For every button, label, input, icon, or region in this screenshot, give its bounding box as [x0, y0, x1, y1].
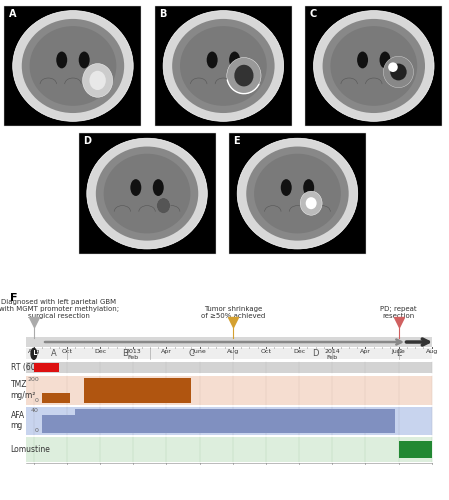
Bar: [155, 6, 292, 126]
Text: Diagnosed with left parietal GBM
with MGMT promoter methylation;
surgical resect: Diagnosed with left parietal GBM with MG…: [0, 299, 119, 319]
Text: Lomustine: Lomustine: [11, 445, 51, 454]
Text: Aug: Aug: [28, 349, 40, 354]
Bar: [84, 384, 100, 403]
Bar: [84, 378, 191, 403]
Ellipse shape: [281, 179, 292, 196]
Text: Apr: Apr: [360, 349, 371, 354]
Ellipse shape: [30, 26, 116, 106]
Bar: [4, 6, 141, 126]
Ellipse shape: [13, 10, 133, 122]
Bar: [26, 406, 432, 434]
Text: 0: 0: [35, 428, 39, 433]
Text: E: E: [233, 136, 240, 146]
Ellipse shape: [330, 26, 417, 106]
Text: PD; repeat
resection: PD; repeat resection: [380, 306, 417, 319]
Ellipse shape: [96, 146, 198, 240]
Ellipse shape: [83, 64, 113, 98]
Ellipse shape: [390, 64, 407, 80]
Text: Dec: Dec: [293, 349, 305, 354]
Text: June: June: [392, 349, 405, 354]
Text: Oct: Oct: [260, 349, 272, 354]
Bar: [229, 134, 366, 254]
Ellipse shape: [383, 56, 414, 88]
Ellipse shape: [157, 198, 170, 214]
Text: F: F: [10, 293, 18, 303]
Text: B: B: [122, 350, 128, 358]
Text: Aug: Aug: [227, 349, 239, 354]
Ellipse shape: [357, 52, 368, 68]
Bar: [34, 364, 59, 372]
Text: AFA
mg: AFA mg: [11, 411, 25, 430]
Text: Oct: Oct: [62, 349, 72, 354]
Text: TMZ
mg/m²: TMZ mg/m²: [11, 380, 36, 400]
Bar: [26, 338, 432, 346]
Text: B: B: [159, 8, 167, 18]
Text: 40: 40: [31, 408, 39, 413]
Bar: [399, 440, 432, 458]
Ellipse shape: [303, 179, 314, 196]
Bar: [75, 408, 395, 433]
Text: 2014
Feb: 2014 Feb: [324, 349, 340, 360]
Ellipse shape: [56, 52, 67, 68]
Ellipse shape: [322, 19, 425, 113]
Text: D: D: [313, 350, 319, 358]
Text: 200: 200: [27, 377, 39, 382]
Text: C: C: [189, 350, 194, 358]
Text: 2013
Feb: 2013 Feb: [125, 349, 141, 360]
Ellipse shape: [163, 10, 284, 122]
Ellipse shape: [300, 191, 322, 215]
Text: A: A: [51, 350, 57, 358]
Ellipse shape: [87, 138, 207, 249]
Ellipse shape: [229, 52, 240, 68]
Ellipse shape: [246, 146, 349, 240]
Ellipse shape: [89, 71, 106, 90]
Ellipse shape: [172, 19, 275, 113]
Text: C: C: [310, 8, 317, 18]
Bar: [26, 362, 432, 374]
Text: D: D: [83, 136, 91, 146]
Ellipse shape: [104, 154, 190, 234]
Text: 0: 0: [35, 398, 39, 403]
Ellipse shape: [22, 19, 124, 113]
Bar: [305, 6, 442, 126]
Circle shape: [31, 348, 37, 360]
Ellipse shape: [306, 197, 317, 209]
Text: E: E: [396, 350, 401, 358]
Text: RT (60 Gy): RT (60 Gy): [11, 363, 51, 372]
Ellipse shape: [153, 179, 164, 196]
Text: June: June: [193, 349, 207, 354]
Bar: [26, 436, 432, 462]
Ellipse shape: [388, 62, 398, 72]
Ellipse shape: [313, 10, 434, 122]
Text: Dec: Dec: [94, 349, 106, 354]
Bar: [26, 348, 432, 360]
Bar: [42, 414, 75, 433]
Text: A: A: [9, 8, 17, 18]
Text: Aug: Aug: [426, 349, 438, 354]
Bar: [26, 376, 432, 404]
Ellipse shape: [207, 52, 218, 68]
Ellipse shape: [254, 154, 341, 234]
Ellipse shape: [237, 138, 358, 249]
Text: Apr: Apr: [161, 349, 172, 354]
Bar: [42, 394, 70, 403]
Ellipse shape: [130, 179, 141, 196]
Ellipse shape: [79, 52, 90, 68]
Ellipse shape: [227, 58, 261, 94]
Ellipse shape: [234, 65, 254, 86]
Ellipse shape: [379, 52, 391, 68]
Bar: [79, 134, 216, 254]
Ellipse shape: [180, 26, 267, 106]
Text: Tumor shrinkage
of ≥50% achieved: Tumor shrinkage of ≥50% achieved: [201, 306, 265, 319]
